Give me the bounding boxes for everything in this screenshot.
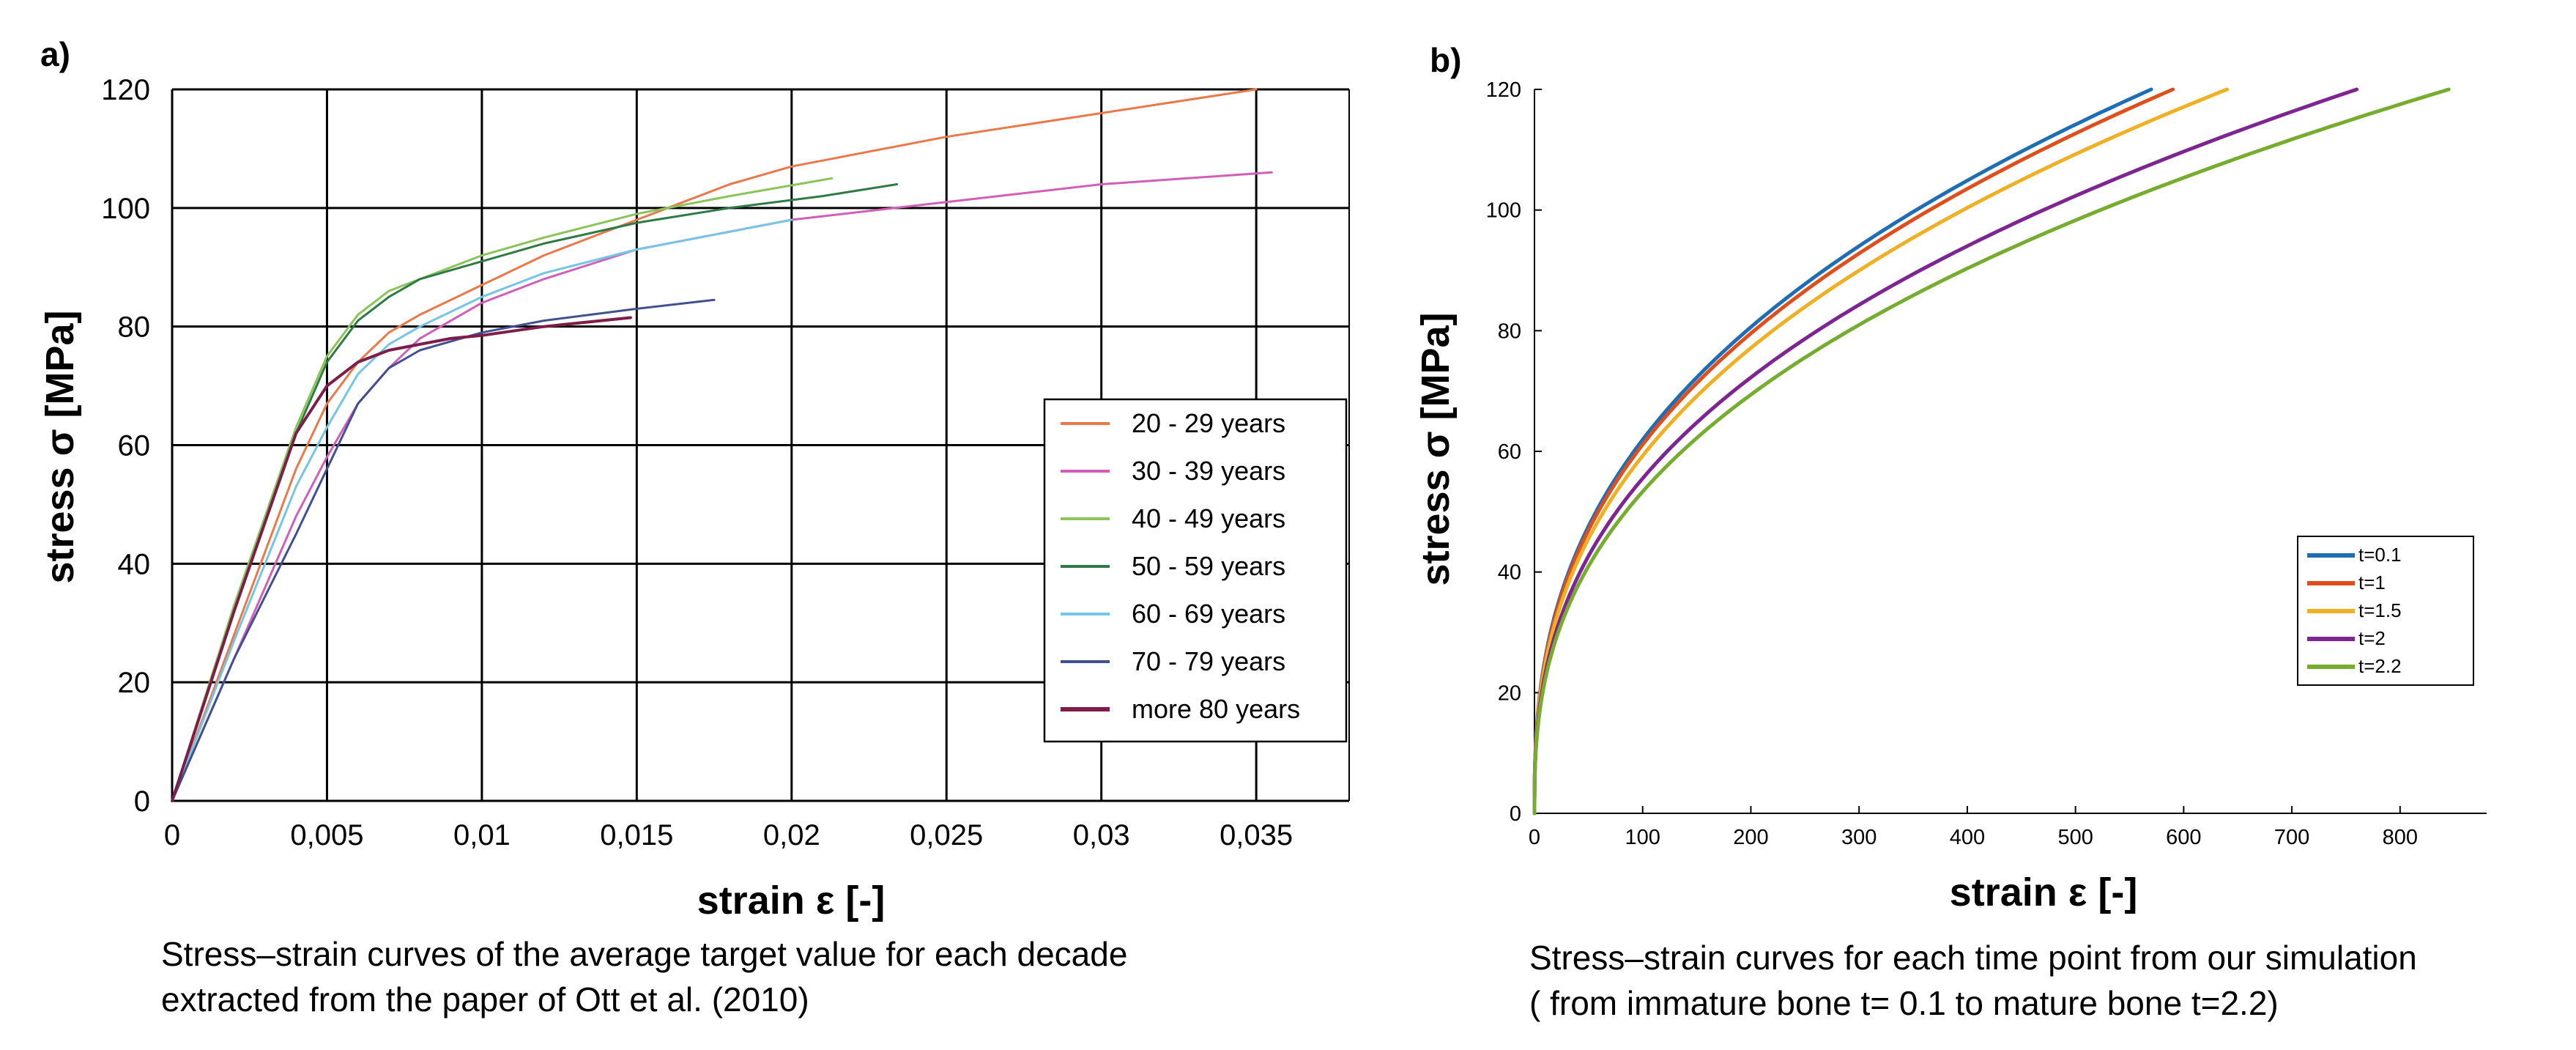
panel-b-y-tick-label: 40 [1498,561,1521,585]
panel-a-x-tick-label: 0,035 [1220,819,1293,851]
panel-b-y-tick-label: 0 [1510,802,1521,826]
panel-b-legend-label: t=0.1 [2358,544,2402,566]
panel-a-legend-label: 40 - 49 years [1132,503,1285,533]
panel-b-y-tick-label: 100 [1486,199,1521,223]
panel-a-label: a) [40,35,70,73]
panel-a-x-tick-label: 0,025 [910,819,983,851]
panel-a-legend-label: more 80 years [1132,694,1300,724]
panel-b-series-line [1532,87,2359,816]
panel-a-series-line [171,171,1273,802]
panel-a-series-line [171,88,1258,802]
panel-a-series-line [171,177,834,802]
panel-b-x-tick-label: 100 [1625,826,1660,849]
panel-b-label: b) [1430,41,1461,79]
panel-a-x-tick-label: 0 [164,819,180,851]
panel-a-x-tick-label: 0,005 [290,819,363,851]
panel-a-y-tick-label: 40 [118,548,151,580]
panel-b-tick-labels: 0 100 200 300 400 500 600 700 800 0 20 40 60 80 100 120 [1486,78,2418,849]
panel-a-legend-label: 20 - 29 years [1132,408,1285,438]
caption-a-line-1: Stress–strain curves of the average targ… [161,935,1127,973]
panel-a-legend: 20 - 29 years 30 - 39 years 40 - 49 years 5… [1043,398,1348,743]
panel-b-y-axis-title: stress σ [MPa] [1414,312,1458,585]
panel-a-legend-label: 70 - 79 years [1132,646,1285,676]
panel-a-tick-labels: 0 0,005 0,01 0,015 0,02 0,025 0,03 0,035 0 20 40 60… [101,74,1293,851]
panel-a-legend-label: 50 - 59 years [1132,551,1285,581]
panel-a-y-tick-label: 100 [101,193,150,225]
caption-b-line-1: Stress–strain curves for each time point… [1529,939,2417,977]
panel-b-legend-label: t=1 [2358,572,2386,594]
panel-a-x-axis-title: strain ε [-] [697,879,886,923]
panel-b-chart: b) 0 100 200 300 400 500 600 700 800 0 20 40 60 80 100… [1414,41,2487,914]
panel-a-series-line [171,298,716,802]
panel-a-y-tick-label: 60 [118,430,151,462]
panel-b-y-tick-label: 60 [1498,440,1521,464]
panel-a-chart: a) 0 0,005 0,01 0,015 0,02 0,025 0,03 0,035 0 20 4… [38,35,1350,923]
panel-a-x-tick-label: 0,03 [1073,819,1130,851]
panel-a-y-tick-label: 0 [134,785,150,818]
panel-a-legend-label: 30 - 39 years [1132,456,1285,486]
panel-b-legend-label: t=2 [2358,627,2386,649]
panel-b-x-tick-label: 800 [2383,826,2418,849]
panel-b-axes [1534,89,2487,814]
panel-b-series-line [1532,87,2175,816]
panel-b-x-tick-label: 700 [2274,826,2309,849]
panel-b-y-tick-label: 20 [1498,681,1521,705]
panel-b-legend-label: t=1.5 [2358,599,2402,621]
panel-a-series-line [171,218,793,802]
panel-b-series-lines [1532,87,2451,816]
panel-a-y-axis-title: stress σ [MPa] [38,310,82,583]
panel-a-y-tick-label: 20 [118,667,151,699]
panel-a-x-tick-label: 0,02 [763,819,820,851]
panel-b-x-tick-label: 600 [2166,826,2201,849]
panel-a-y-tick-label: 80 [118,311,151,344]
panel-a-x-tick-label: 0,01 [453,819,511,851]
panel-b-y-tick-label: 120 [1486,78,1521,102]
panel-b-x-tick-label: 500 [2057,826,2093,849]
panel-b-x-tick-label: 300 [1841,826,1877,849]
caption-a-line-2: extracted from the paper of Ott et al. (… [161,980,809,1018]
caption-b-line-2: ( from immature bone t= 0.1 to mature bo… [1529,984,2279,1022]
panel-a-series-lines [171,88,1273,802]
panel-b-legend-label: t=2.2 [2358,655,2402,677]
panel-b-series-line [1532,87,2153,816]
panel-b-x-tick-label: 0 [1529,826,1540,849]
panel-b-y-tick-label: 80 [1498,319,1521,343]
panel-b-series-line [1532,87,2451,816]
panel-b-x-tick-label: 200 [1733,826,1768,849]
panel-a-x-tick-label: 0,015 [600,819,673,851]
panel-b-x-axis-title: strain ε [-] [1950,870,2138,914]
panel-a-legend-box [1043,398,1348,743]
panel-b-x-tick-label: 400 [1950,826,1985,849]
panel-a-y-tick-label: 120 [101,74,150,106]
panel-a-series-line [171,316,632,802]
panel-a-legend-label: 60 - 69 years [1132,599,1285,629]
panel-b-legend: t=0.1 t=1 t=1.5 t=2 t=2.2 [2297,536,2474,686]
